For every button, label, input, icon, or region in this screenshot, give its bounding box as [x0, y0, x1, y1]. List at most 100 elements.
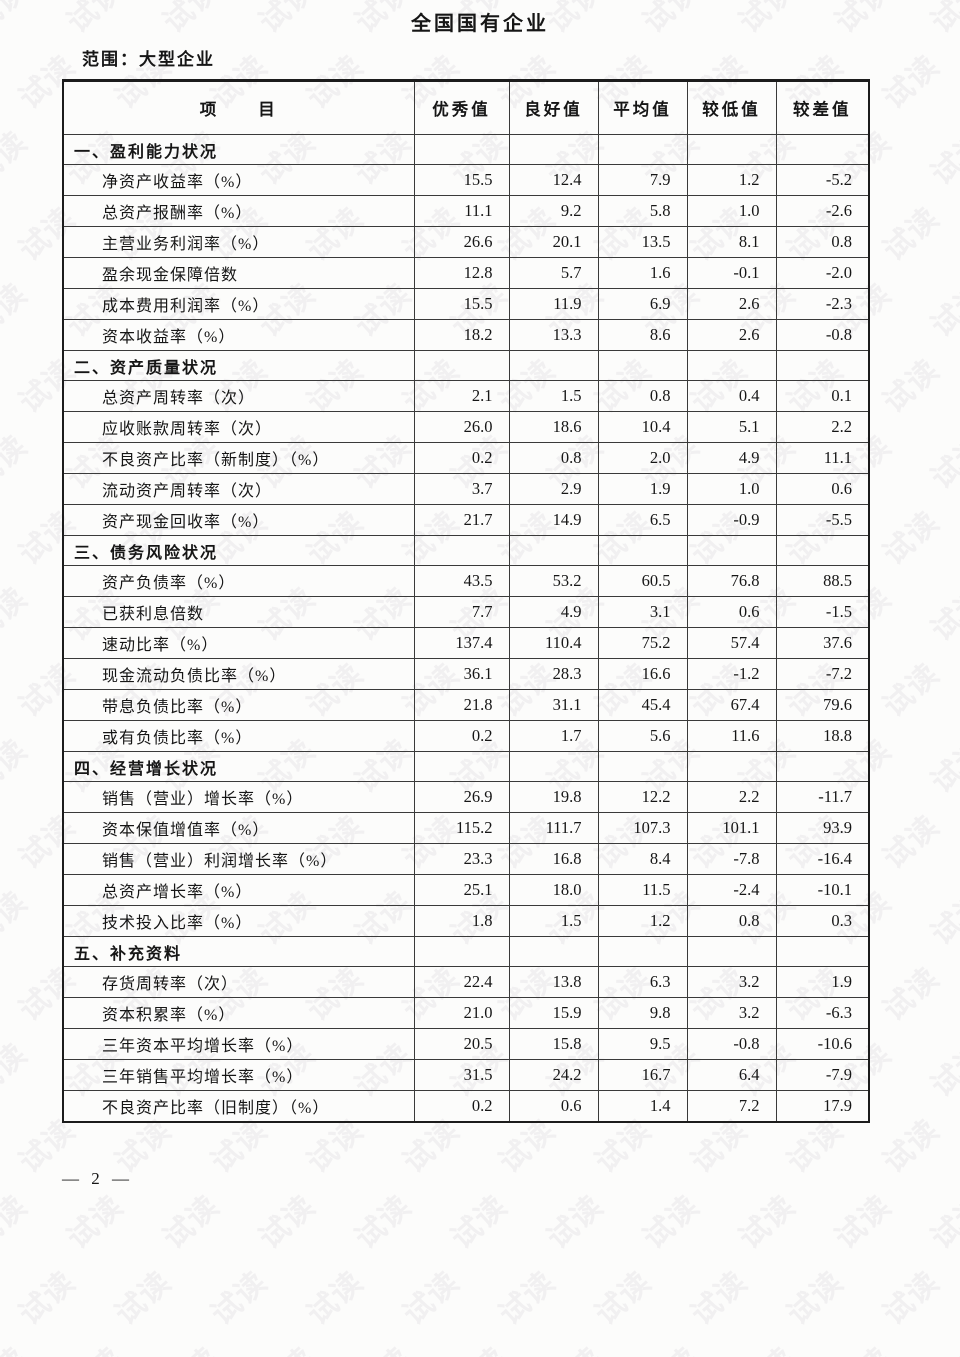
- cell-value: 21.7: [413, 504, 510, 536]
- cell-value: 7.9: [597, 164, 688, 196]
- section-empty-cell: [775, 535, 870, 566]
- section-empty-cell: [775, 751, 870, 782]
- watermark-text: 试读: [733, 1189, 802, 1256]
- column-header-good: 良好值: [508, 80, 599, 135]
- watermark-text: 试读: [13, 1265, 82, 1332]
- cell-value: 36.1: [413, 658, 510, 690]
- cell-value: 2.9: [508, 473, 599, 505]
- watermark-text: 试读: [535, 1335, 611, 1357]
- table-row: 总资产周转率（次） 2.1 1.5 0.8 0.4 0.1: [62, 380, 870, 412]
- watermark-text: 试读: [301, 1265, 370, 1332]
- cell-value: 137.4: [413, 627, 510, 659]
- row-label: 资本收益率（%）: [62, 319, 415, 351]
- cell-value: 37.6: [775, 627, 870, 659]
- table-row: 已获利息倍数 7.7 4.9 3.1 0.6 -1.5: [62, 596, 870, 628]
- watermark-text: 试读: [0, 1189, 34, 1256]
- section-title: 三、债务风险状况: [62, 535, 415, 566]
- row-label: 已获利息倍数: [62, 596, 415, 628]
- cell-value: 31.5: [413, 1059, 510, 1091]
- cell-value: 26.6: [413, 226, 510, 258]
- cell-value: 0.6: [775, 473, 870, 505]
- cell-value: 5.6: [597, 720, 688, 752]
- section-empty-cell: [413, 936, 510, 967]
- cell-value: -1.2: [686, 658, 777, 690]
- cell-value: -10.1: [775, 874, 870, 906]
- column-header-low: 较低值: [686, 80, 777, 135]
- section-row: 三、债务风险状况: [62, 535, 870, 566]
- cell-value: 101.1: [686, 812, 777, 844]
- table-row: 技术投入比率（%） 1.8 1.5 1.2 0.8 0.3: [62, 905, 870, 937]
- cell-value: 18.0: [508, 874, 599, 906]
- section-empty-cell: [686, 751, 777, 782]
- cell-value: 1.0: [686, 473, 777, 505]
- cell-value: 13.8: [508, 966, 599, 998]
- section-row: 二、资产质量状况: [62, 350, 870, 381]
- section-empty-cell: [775, 350, 870, 381]
- row-label: 三年销售平均增长率（%）: [62, 1059, 415, 1091]
- table-row: 三年资本平均增长率（%） 20.5 15.8 9.5 -0.8 -10.6: [62, 1028, 870, 1060]
- section-row: 四、经营增长状况: [62, 751, 870, 782]
- table-row: 速动比率（%） 137.4 110.4 75.2 57.4 37.6: [62, 627, 870, 659]
- cell-value: 1.2: [686, 164, 777, 196]
- watermark-text: 试读: [109, 1265, 178, 1332]
- cell-value: 26.0: [413, 411, 510, 443]
- cell-value: 18.8: [775, 720, 870, 752]
- section-empty-cell: [413, 134, 510, 165]
- cell-value: 12.2: [597, 781, 688, 813]
- section-empty-cell: [597, 751, 688, 782]
- watermark-text: 试读: [445, 1189, 514, 1256]
- section-empty-cell: [508, 535, 599, 566]
- row-label: 销售（营业）增长率（%）: [62, 781, 415, 813]
- cell-value: 11.1: [775, 442, 870, 474]
- table-row: 流动资产周转率（次） 3.7 2.9 1.9 1.0 0.6: [62, 473, 870, 505]
- cell-value: 1.8: [413, 905, 510, 937]
- row-label: 总资产报酬率（%）: [62, 195, 415, 227]
- cell-value: 7.7: [413, 596, 510, 628]
- cell-value: 2.6: [686, 319, 777, 351]
- table-row: 主营业务利润率（%） 26.6 20.1 13.5 8.1 0.8: [62, 226, 870, 258]
- row-label: 销售（营业）利润增长率（%）: [62, 843, 415, 875]
- cell-value: 0.8: [775, 226, 870, 258]
- cell-value: 53.2: [508, 565, 599, 597]
- table-row: 不良资产比率（旧制度）（%） 0.2 0.6 1.4 7.2 17.9: [62, 1090, 870, 1123]
- cell-value: 7.2: [686, 1090, 777, 1123]
- watermark-text: 试读: [247, 1335, 323, 1357]
- watermark-text: 试读: [151, 1335, 227, 1357]
- indicator-table: 项 目 优秀值 良好值 平均值 较低值 较差值 一、盈利能力状况 净资产收益率（%…: [62, 79, 870, 1123]
- cell-value: 16.7: [597, 1059, 688, 1091]
- watermark-text: 试读: [439, 1335, 515, 1357]
- row-label: 三年资本平均增长率（%）: [62, 1028, 415, 1060]
- section-empty-cell: [686, 936, 777, 967]
- table-row: 净资产收益率（%） 15.5 12.4 7.9 1.2 -5.2: [62, 164, 870, 196]
- cell-value: 10.4: [597, 411, 688, 443]
- cell-value: 9.5: [597, 1028, 688, 1060]
- cell-value: 0.6: [686, 596, 777, 628]
- cell-value: 88.5: [775, 565, 870, 597]
- watermark-text: 试读: [157, 1189, 226, 1256]
- watermark-text: 试读: [829, 1189, 898, 1256]
- section-title: 二、资产质量状况: [62, 350, 415, 381]
- cell-value: -2.3: [775, 288, 870, 320]
- cell-value: -7.2: [775, 658, 870, 690]
- cell-value: 2.1: [413, 380, 510, 412]
- cell-value: 6.5: [597, 504, 688, 536]
- watermark-text: 试读: [877, 1265, 946, 1332]
- cell-value: 19.8: [508, 781, 599, 813]
- row-label: 资产负债率（%）: [62, 565, 415, 597]
- column-header-item: 项 目: [62, 80, 415, 135]
- row-label: 技术投入比率（%）: [62, 905, 415, 937]
- table-row: 总资产增长率（%） 25.1 18.0 11.5 -2.4 -10.1: [62, 874, 870, 906]
- cell-value: 107.3: [597, 812, 688, 844]
- page-number: — 2 —: [62, 1169, 133, 1188]
- row-label: 流动资产周转率（次）: [62, 473, 415, 505]
- cell-value: 2.0: [597, 442, 688, 474]
- watermark-text: 试读: [55, 1335, 131, 1357]
- row-label: 现金流动负债比率（%）: [62, 658, 415, 690]
- row-label: 不良资产比率（新制度）（%）: [62, 442, 415, 474]
- cell-value: 0.3: [775, 905, 870, 937]
- watermark-text: 试读: [0, 1335, 35, 1357]
- cell-value: 16.6: [597, 658, 688, 690]
- cell-value: -10.6: [775, 1028, 870, 1060]
- indicator-table-body: 一、盈利能力状况 净资产收益率（%） 15.5 12.4 7.9 1.2 -5.2 总资产报酬…: [62, 134, 870, 1123]
